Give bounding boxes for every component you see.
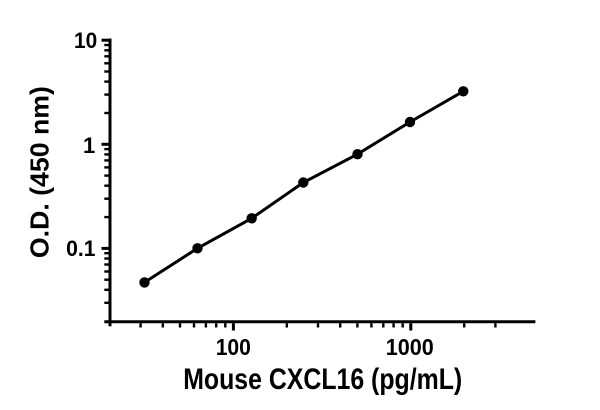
- svg-text:1: 1: [83, 133, 95, 158]
- svg-text:O.D. (450 nm): O.D. (450 nm): [24, 86, 54, 258]
- svg-text:0.1: 0.1: [66, 236, 95, 261]
- svg-text:Mouse CXCL16 (pg/mL): Mouse CXCL16 (pg/mL): [183, 363, 462, 396]
- svg-text:10: 10: [74, 28, 97, 53]
- svg-text:1000: 1000: [386, 334, 434, 360]
- svg-text:100: 100: [216, 334, 251, 360]
